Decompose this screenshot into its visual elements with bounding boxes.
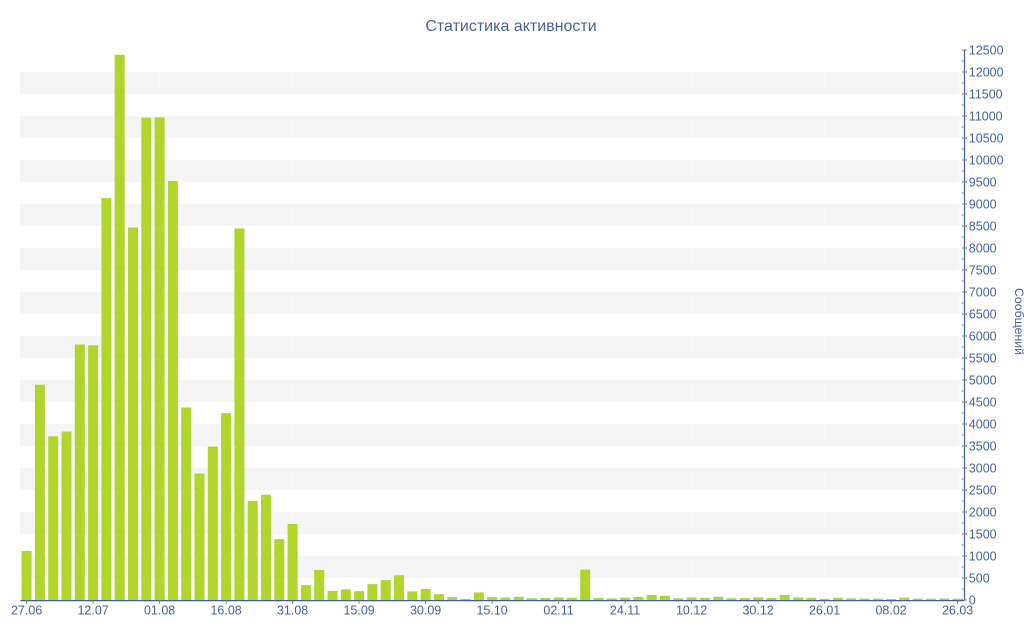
svg-text:15.10: 15.10 [476,604,507,618]
svg-text:02.11: 02.11 [543,604,573,618]
svg-text:1000: 1000 [969,550,997,564]
svg-text:15.09: 15.09 [343,604,374,618]
svg-text:30.09: 30.09 [410,604,441,618]
svg-text:26.03: 26.03 [942,604,973,618]
svg-text:7500: 7500 [969,264,997,278]
svg-text:Сообщений: Сообщений [1012,288,1024,355]
svg-text:11500: 11500 [969,88,1003,102]
svg-text:12.07: 12.07 [77,604,108,618]
svg-text:1500: 1500 [969,528,997,542]
svg-text:Статистика активности: Статистика активности [425,18,596,35]
svg-text:4000: 4000 [969,418,997,432]
svg-text:2000: 2000 [969,506,997,520]
svg-text:8500: 8500 [969,220,997,234]
svg-text:7000: 7000 [969,286,997,300]
svg-text:9000: 9000 [969,198,997,212]
svg-text:26.01: 26.01 [809,604,840,618]
svg-text:27.06: 27.06 [11,604,42,618]
svg-text:31.08: 31.08 [277,604,308,618]
svg-text:01.08: 01.08 [144,604,175,618]
svg-text:5000: 5000 [969,374,997,388]
svg-text:8000: 8000 [969,242,997,256]
svg-text:3000: 3000 [969,462,997,476]
svg-text:10500: 10500 [969,132,1004,146]
svg-text:10000: 10000 [969,154,1004,168]
svg-text:16.08: 16.08 [210,604,241,618]
svg-text:3500: 3500 [969,440,997,454]
svg-text:12000: 12000 [969,66,1004,80]
svg-text:6000: 6000 [969,330,997,344]
svg-text:11000: 11000 [969,110,1003,124]
svg-text:4500: 4500 [969,396,997,410]
svg-text:10.12: 10.12 [676,604,707,618]
svg-text:12500: 12500 [969,44,1004,58]
svg-text:0: 0 [969,594,976,608]
svg-text:2500: 2500 [969,484,997,498]
svg-text:08.02: 08.02 [875,604,906,618]
svg-text:500: 500 [969,572,990,586]
svg-text:9500: 9500 [969,176,997,190]
svg-text:5500: 5500 [969,352,997,366]
svg-text:30.12: 30.12 [742,604,773,618]
svg-text:24.11: 24.11 [610,604,640,618]
svg-text:6500: 6500 [969,308,997,322]
